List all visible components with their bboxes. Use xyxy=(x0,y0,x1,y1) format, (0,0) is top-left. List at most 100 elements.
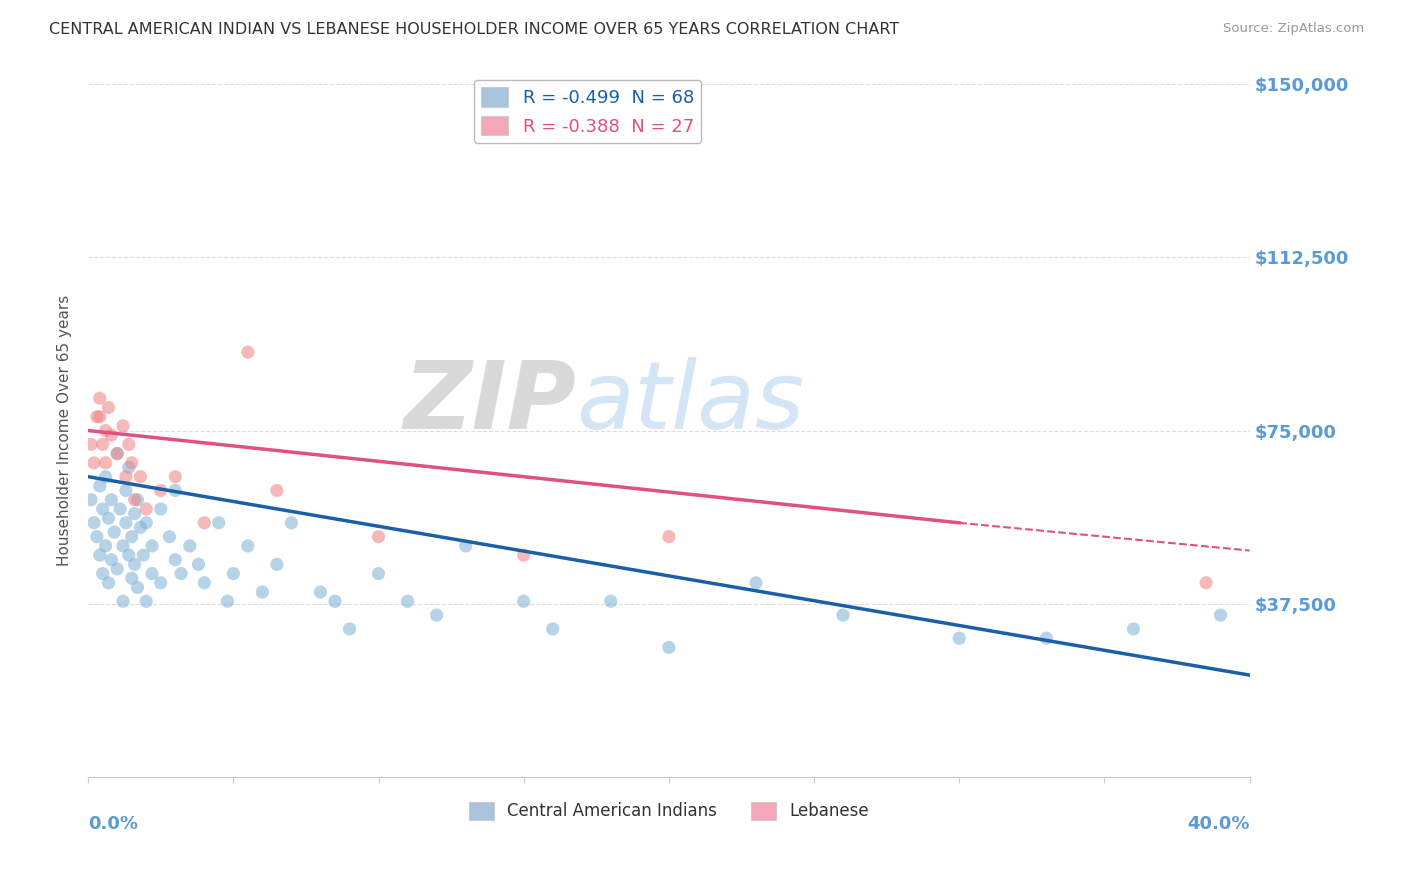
Point xyxy=(309,585,332,599)
Point xyxy=(1195,575,1218,590)
Point xyxy=(141,566,163,581)
Point xyxy=(280,516,302,530)
Point xyxy=(115,483,138,498)
Point xyxy=(948,631,970,645)
Point xyxy=(89,409,111,424)
Text: CENTRAL AMERICAN INDIAN VS LEBANESE HOUSEHOLDER INCOME OVER 65 YEARS CORRELATION: CENTRAL AMERICAN INDIAN VS LEBANESE HOUS… xyxy=(49,22,900,37)
Point xyxy=(512,548,534,562)
Point xyxy=(111,418,134,433)
Point xyxy=(94,424,117,438)
Point xyxy=(599,594,621,608)
Point xyxy=(127,492,149,507)
Point xyxy=(159,530,181,544)
Point xyxy=(80,492,103,507)
Point xyxy=(129,469,152,483)
Point xyxy=(124,507,146,521)
Point xyxy=(86,530,108,544)
Point xyxy=(121,530,143,544)
Point xyxy=(135,594,157,608)
Point xyxy=(97,401,120,415)
Point xyxy=(129,520,152,534)
Point xyxy=(91,566,114,581)
Point xyxy=(115,469,138,483)
Point xyxy=(105,447,128,461)
Point xyxy=(94,456,117,470)
Point xyxy=(105,447,128,461)
Point xyxy=(94,539,117,553)
Point xyxy=(396,594,419,608)
Point xyxy=(97,511,120,525)
Point xyxy=(367,530,389,544)
Point xyxy=(236,539,259,553)
Point xyxy=(217,594,239,608)
Point xyxy=(135,502,157,516)
Point xyxy=(97,575,120,590)
Point xyxy=(208,516,231,530)
Point xyxy=(512,594,534,608)
Point xyxy=(149,502,172,516)
Point xyxy=(252,585,274,599)
Point xyxy=(124,492,146,507)
Point xyxy=(118,548,141,562)
Point xyxy=(100,428,122,442)
Point xyxy=(266,483,288,498)
Text: Source: ZipAtlas.com: Source: ZipAtlas.com xyxy=(1223,22,1364,36)
Point xyxy=(111,539,134,553)
Point xyxy=(91,437,114,451)
Point xyxy=(339,622,361,636)
Point xyxy=(94,469,117,483)
Point xyxy=(100,492,122,507)
Point xyxy=(222,566,245,581)
Point xyxy=(426,608,449,623)
Point xyxy=(103,524,125,539)
Point xyxy=(132,548,155,562)
Y-axis label: Householder Income Over 65 years: Householder Income Over 65 years xyxy=(58,295,72,566)
Point xyxy=(832,608,855,623)
Point xyxy=(149,575,172,590)
Point xyxy=(658,640,681,655)
Point xyxy=(193,516,215,530)
Point xyxy=(115,516,138,530)
Point xyxy=(121,571,143,585)
Point xyxy=(135,516,157,530)
Point xyxy=(83,516,105,530)
Point xyxy=(266,558,288,572)
Point xyxy=(121,456,143,470)
Point xyxy=(91,502,114,516)
Point xyxy=(658,530,681,544)
Point xyxy=(236,345,259,359)
Point xyxy=(1209,608,1232,623)
Point xyxy=(111,594,134,608)
Point xyxy=(193,575,215,590)
Point xyxy=(108,502,131,516)
Point xyxy=(187,558,209,572)
Point xyxy=(100,553,122,567)
Point xyxy=(165,469,187,483)
Point xyxy=(118,460,141,475)
Point xyxy=(745,575,768,590)
Point xyxy=(165,553,187,567)
Text: atlas: atlas xyxy=(576,358,804,449)
Point xyxy=(165,483,187,498)
Text: 0.0%: 0.0% xyxy=(89,814,138,833)
Point xyxy=(127,581,149,595)
Point xyxy=(367,566,389,581)
Point xyxy=(83,456,105,470)
Text: 40.0%: 40.0% xyxy=(1187,814,1250,833)
Point xyxy=(80,437,103,451)
Point xyxy=(323,594,346,608)
Point xyxy=(105,562,128,576)
Legend: Central American Indians, Lebanese: Central American Indians, Lebanese xyxy=(463,795,876,827)
Point xyxy=(541,622,564,636)
Text: ZIP: ZIP xyxy=(404,357,576,449)
Point xyxy=(141,539,163,553)
Point xyxy=(86,409,108,424)
Point xyxy=(124,558,146,572)
Point xyxy=(89,548,111,562)
Point xyxy=(149,483,172,498)
Point xyxy=(118,437,141,451)
Point xyxy=(170,566,193,581)
Point xyxy=(1122,622,1144,636)
Point xyxy=(454,539,477,553)
Point xyxy=(89,479,111,493)
